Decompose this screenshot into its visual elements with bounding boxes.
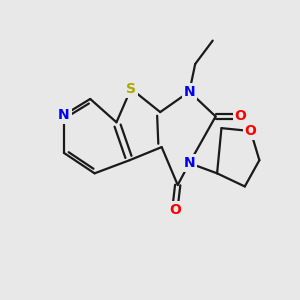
Text: O: O [235,110,246,124]
Text: N: N [184,156,195,170]
Text: O: O [169,203,181,217]
Text: N: N [184,85,195,99]
Text: N: N [58,108,70,122]
Text: S: S [126,82,136,96]
Text: O: O [245,124,256,138]
